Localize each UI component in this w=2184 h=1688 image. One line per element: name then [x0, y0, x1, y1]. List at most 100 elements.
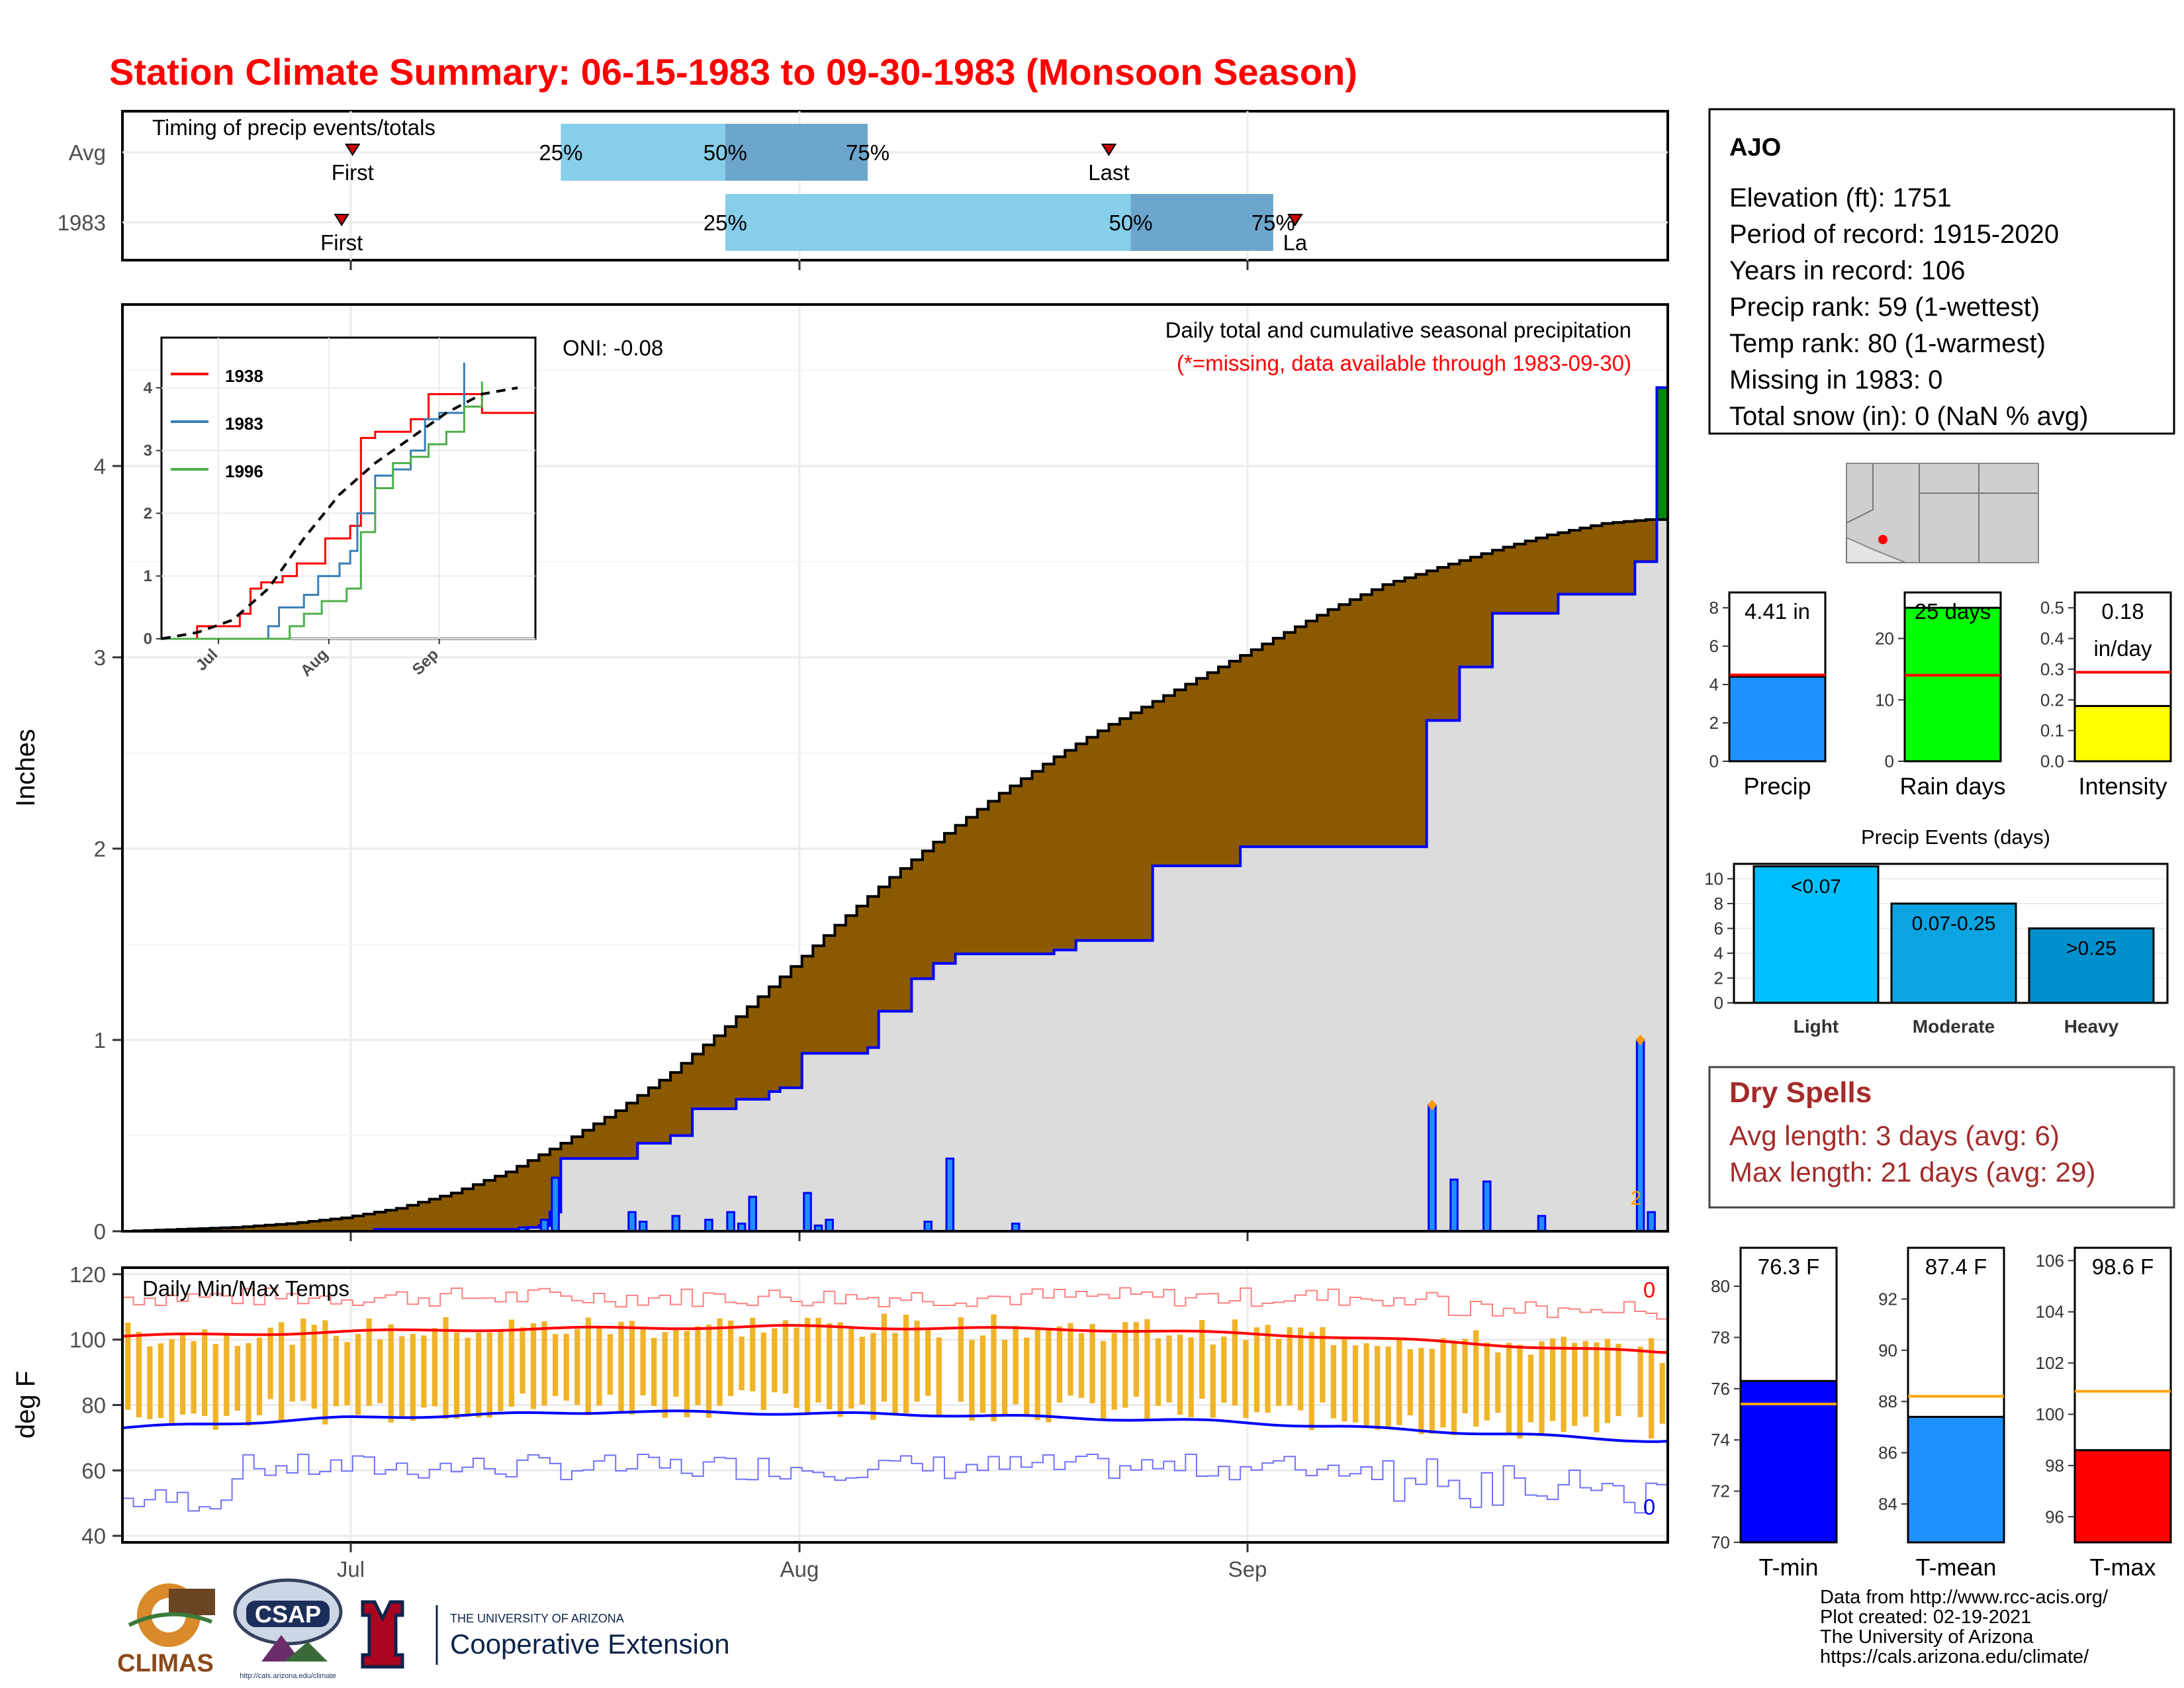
daily-temp-bar [530, 1323, 537, 1409]
timing-panel: 25% 50% 75% First Last 25% 50% 75% First La Timin… [58, 110, 1669, 270]
daily-temp-bar [498, 1330, 504, 1411]
csap-logo: CSAP http://cals.arizona.edu/climate [233, 1578, 343, 1680]
temp-y-tick: 120 [69, 1262, 106, 1287]
quartile-25-50-bar [725, 194, 1131, 251]
daily-temp-bar [1462, 1338, 1468, 1414]
daily-temp-bar [662, 1332, 668, 1418]
daily-temp-bar [1133, 1322, 1139, 1397]
ua-logo: THE UNIVERSITY OF ARIZONA Cooperative Ex… [361, 1600, 730, 1669]
record-min-line [122, 1453, 1668, 1514]
tmin-stat-value-text: 76.3 F [1758, 1254, 1820, 1279]
events-bar-label: Moderate [1913, 1016, 1995, 1037]
daily-temp-bar [158, 1343, 164, 1419]
daily-temp-bar [355, 1333, 361, 1415]
precip-y-tick: 0 [94, 1219, 106, 1244]
dry-spells-avg: Avg length: 3 days (avg: 6) [1729, 1120, 2060, 1151]
daily-temp-bar [125, 1322, 131, 1410]
daily-precip-bar [551, 1176, 560, 1233]
ua-small-text: THE UNIVERSITY OF ARIZONA [450, 1612, 624, 1625]
station-info: AJO Elevation (ft): 1751 Period of recor… [1708, 108, 2175, 435]
quartile-25-label: 25% [704, 211, 747, 235]
daily-temp-bar [344, 1342, 350, 1406]
precip-panel: 0 1 2 3 4 2 ONI: -0.08 Daily total and cumul… [11, 303, 1669, 1244]
extreme-event-marker-icon [1427, 1100, 1437, 1111]
tmean-stat-tick: 86 [1878, 1443, 1897, 1463]
temp-y-tick: 60 [81, 1458, 106, 1483]
daily-temp-bar [1221, 1336, 1227, 1403]
daily-temp-bar [1056, 1326, 1063, 1403]
events-frame [1733, 863, 2169, 1004]
precip-events: Precip Events (days) 0 2 4 6 8 10 <0.07 Light 0.… [1704, 825, 2169, 1037]
intensity-stat-value-text: in/day [2093, 636, 2152, 661]
climas-logo-text: CLIMAS [117, 1650, 214, 1677]
daily-temp-bar [1637, 1346, 1643, 1417]
daily-temp-bar [1046, 1328, 1052, 1423]
year-cumulative-line [122, 386, 1668, 1233]
daily-temp-bar [256, 1337, 263, 1415]
csap-url: http://cals.arizona.edu/climate [240, 1672, 336, 1680]
extreme-event-marker-icon [1635, 1035, 1645, 1045]
avg-cumulative-line [122, 518, 1668, 1233]
daily-temp-bar [772, 1328, 778, 1393]
quartile-75-label: 75% [1251, 211, 1295, 235]
daily-temp-bar [794, 1327, 799, 1408]
tmin-stat-tick: 72 [1711, 1481, 1730, 1501]
daily-temp-bar [837, 1322, 843, 1417]
tmax-stat-tick: 98 [2045, 1456, 2064, 1476]
daily-temp-bar [179, 1333, 186, 1415]
station-marker-icon [1878, 535, 1888, 544]
daily-temp-bar [1649, 1338, 1655, 1439]
daily-temp-bar [1385, 1346, 1391, 1427]
daily-temp-bar [673, 1327, 679, 1397]
daily-temp-bar [377, 1339, 383, 1403]
dry-spells-max: Max length: 21 days (avg: 29) [1729, 1156, 2095, 1188]
daily-temp-bar [552, 1334, 559, 1396]
precip-stat-tick: 0 [1709, 751, 1719, 771]
daily-precip-bar [1647, 1211, 1656, 1233]
intensity-stat-tick: 0.0 [2040, 751, 2064, 771]
daily-temp-bar [563, 1333, 569, 1401]
rain-days-stat-value-text: 25 days [1915, 599, 1991, 624]
daily-temp-bar [596, 1327, 602, 1406]
daily-temp-bar [958, 1317, 964, 1402]
daily-temp-bar [202, 1329, 208, 1416]
temp-y-tick: 80 [81, 1393, 106, 1418]
inset-legend: 1938 1983 1996 [171, 366, 263, 481]
station-years: Years in record: 106 [1729, 256, 1966, 285]
daily-temp-bar [1068, 1323, 1073, 1396]
daily-temp-bar [1034, 1328, 1040, 1421]
daily-temp-bar [1298, 1327, 1304, 1411]
events-bar-text: 0.07-0.25 [1912, 913, 1996, 935]
inset-series-line-1983 [161, 362, 465, 640]
daily-temp-bar [169, 1339, 175, 1425]
precip-stat-tick: 2 [1709, 713, 1719, 733]
events-y-tick: 2 [1714, 968, 1723, 988]
tmax-stat-value-text: 98.6 F [2092, 1254, 2154, 1279]
daily-temp-bar [322, 1320, 328, 1425]
daily-temp-bar [1561, 1336, 1567, 1432]
daily-precip-bar [748, 1196, 757, 1233]
daily-temp-bar [881, 1313, 887, 1402]
daily-temp-bar [684, 1331, 690, 1417]
daily-precip-bar [1449, 1178, 1459, 1233]
daily-temp-bar [1144, 1319, 1150, 1419]
events-y-tick: 4 [1714, 943, 1723, 963]
quartile-25-50-bar [561, 124, 725, 181]
precip-y-tick: 3 [94, 645, 106, 670]
oni-label: ONI: -0.08 [563, 336, 663, 360]
quartile-50-label: 50% [1109, 211, 1153, 235]
intensity-stat-tick: 0.4 [2040, 629, 2064, 649]
events-bar-light [1752, 865, 1880, 1004]
intensity-stat-tick: 0.3 [2040, 659, 2064, 679]
daily-temp-bar [1582, 1340, 1588, 1417]
daily-precip-bar [704, 1219, 713, 1233]
daily-temp-bar [717, 1318, 723, 1406]
daily-temp-bar [246, 1342, 251, 1426]
precip-y-tick: 1 [94, 1028, 106, 1053]
temp-y-label: deg F [11, 1371, 40, 1438]
timing-title: Timing of precip events/totals [152, 115, 435, 140]
climas-logo: CLIMAS [117, 1583, 215, 1677]
daily-temp-bar [815, 1317, 821, 1403]
daily-temp-bar [1330, 1345, 1337, 1419]
tmin-stat-label: T-min [1759, 1554, 1819, 1581]
